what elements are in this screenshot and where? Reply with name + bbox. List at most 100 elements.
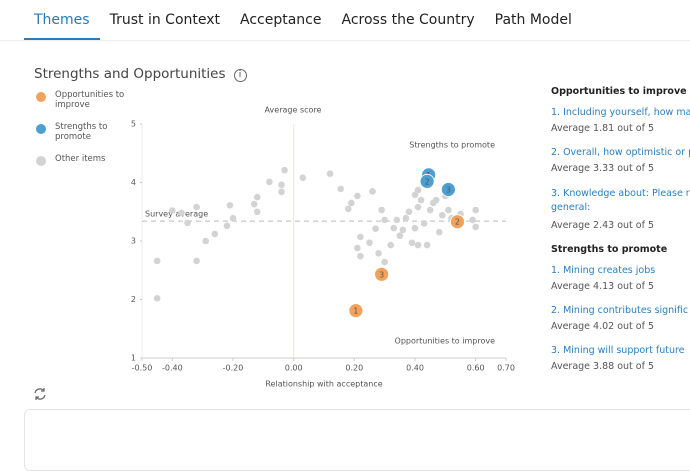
point bbox=[299, 174, 307, 182]
point bbox=[344, 205, 352, 213]
item-link[interactable]: 2. Mining contributes signific bbox=[551, 305, 689, 316]
legend-swatch bbox=[36, 124, 46, 134]
item-average: Average 4.13 out of 5 bbox=[551, 281, 655, 292]
point bbox=[414, 186, 422, 194]
highlight-point bbox=[348, 303, 364, 319]
highlight-point bbox=[374, 266, 390, 282]
x-tick-label: -0.40 bbox=[162, 364, 183, 373]
y-tick-label: 1 bbox=[131, 354, 136, 363]
highlight-point bbox=[450, 214, 465, 230]
point bbox=[184, 219, 191, 227]
point bbox=[369, 187, 376, 195]
y-tick-label: 2 bbox=[131, 295, 136, 304]
point bbox=[281, 166, 288, 174]
tab[interactable]: Across the Country bbox=[341, 12, 475, 28]
separator bbox=[0, 40, 690, 41]
tab[interactable]: Trust in Context bbox=[109, 12, 221, 28]
point bbox=[423, 241, 431, 249]
highlight-point bbox=[419, 173, 435, 189]
item-average: Average 4.02 out of 5 bbox=[551, 321, 655, 332]
card bbox=[24, 409, 690, 471]
tab[interactable]: Acceptance bbox=[240, 12, 322, 28]
point bbox=[472, 223, 479, 231]
point bbox=[366, 239, 373, 247]
point bbox=[223, 222, 231, 230]
point bbox=[357, 252, 364, 260]
point bbox=[402, 214, 410, 222]
legend-item[interactable]: Strengths to promote bbox=[36, 122, 126, 142]
point bbox=[178, 209, 185, 217]
legend: Opportunities to improve Strengths to pro… bbox=[36, 90, 126, 178]
panel-heading: Opportunities to improve bbox=[551, 86, 687, 97]
point bbox=[202, 237, 209, 245]
point bbox=[405, 208, 413, 216]
point bbox=[169, 207, 176, 214]
point bbox=[411, 191, 419, 199]
item-link[interactable]: 2. Overall, how optimistic or p bbox=[551, 147, 690, 158]
item-link[interactable]: 1. Including yourself, how ma bbox=[551, 107, 690, 118]
point bbox=[250, 200, 258, 208]
point bbox=[393, 216, 401, 224]
item-link[interactable]: 3. Mining will support future bbox=[551, 345, 685, 356]
x-tick-label: 0.70 bbox=[497, 364, 515, 373]
point bbox=[266, 178, 273, 186]
tab[interactable]: Path Model bbox=[494, 12, 572, 28]
point bbox=[381, 258, 388, 266]
point bbox=[278, 181, 285, 189]
point bbox=[381, 216, 388, 224]
point bbox=[399, 226, 407, 234]
x-tick-label: 0.00 bbox=[285, 364, 303, 373]
point bbox=[326, 170, 334, 178]
item-link[interactable]: 3. Knowledge about: Please r general: bbox=[551, 188, 690, 213]
highlight-point bbox=[440, 182, 456, 197]
point bbox=[378, 206, 385, 214]
point bbox=[337, 185, 344, 193]
point bbox=[396, 232, 404, 240]
point bbox=[387, 241, 395, 249]
point bbox=[432, 196, 440, 204]
x-tick-label: 0.20 bbox=[345, 364, 363, 373]
point bbox=[445, 206, 452, 214]
point bbox=[229, 214, 237, 222]
point bbox=[408, 239, 416, 247]
point bbox=[193, 257, 200, 265]
info-icon[interactable]: i bbox=[233, 69, 247, 82]
x-tick-label: 0.60 bbox=[467, 364, 485, 373]
item-average: Average 2.43 out of 5 bbox=[551, 220, 655, 231]
tab-bar: Themes Trust in Context Acceptance Across t… bbox=[24, 12, 582, 40]
point-label: 3 bbox=[379, 270, 384, 279]
refresh-icon[interactable] bbox=[34, 388, 46, 400]
point bbox=[253, 208, 261, 216]
x-tick-label: 0.40 bbox=[406, 364, 424, 373]
point bbox=[153, 295, 161, 302]
x-tick-label: -0.50 bbox=[132, 364, 153, 373]
point bbox=[253, 193, 261, 201]
point bbox=[435, 228, 443, 236]
point bbox=[354, 244, 361, 252]
point-label: 2 bbox=[425, 177, 430, 186]
point bbox=[348, 199, 355, 207]
survey-average-label: Survey average bbox=[145, 210, 208, 219]
panel-heading: Strengths to promote bbox=[551, 244, 668, 255]
item-average: Average 3.33 out of 5 bbox=[551, 163, 655, 174]
point bbox=[211, 230, 219, 238]
x-tick-label: -0.20 bbox=[223, 364, 244, 373]
point bbox=[153, 257, 161, 265]
section-title: Strengths and Opportunities i bbox=[34, 66, 247, 82]
legend-item[interactable]: Other items bbox=[36, 154, 126, 166]
point bbox=[439, 211, 446, 219]
legend-item[interactable]: Opportunities to improve bbox=[36, 90, 126, 110]
item-link[interactable]: 1. Mining creates jobs bbox=[551, 265, 656, 276]
point bbox=[411, 224, 419, 232]
side-panel: Opportunities to improve 1. Including you… bbox=[551, 86, 690, 385]
section-title-text: Strengths and Opportunities bbox=[34, 66, 226, 82]
annotation: Strengths to promote bbox=[409, 141, 495, 150]
point bbox=[226, 202, 234, 209]
y-tick-label: 5 bbox=[131, 120, 136, 129]
point bbox=[193, 203, 200, 211]
point bbox=[414, 203, 422, 211]
legend-label: Opportunities to improve bbox=[55, 90, 125, 110]
tab[interactable]: Themes bbox=[24, 12, 100, 40]
point-label: 3 bbox=[446, 186, 451, 195]
point bbox=[426, 206, 434, 214]
